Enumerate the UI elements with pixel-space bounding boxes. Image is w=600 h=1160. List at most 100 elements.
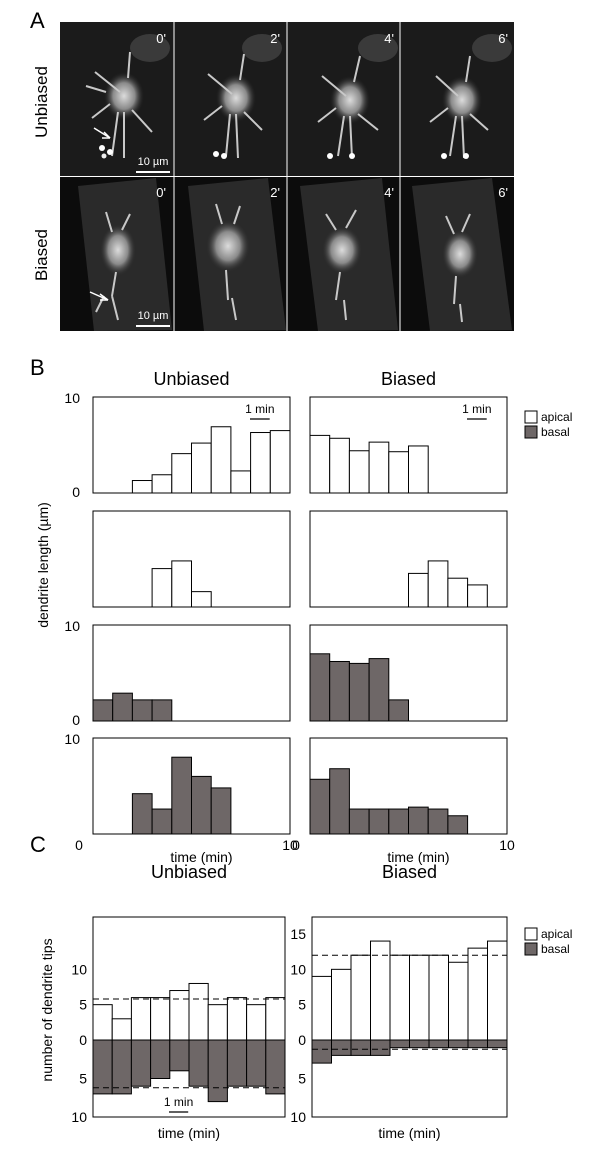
bar-basal bbox=[265, 1039, 286, 1095]
legend-swatch-basal bbox=[524, 425, 538, 439]
frame-biased-0: 0' 10 µm bbox=[89, 185, 170, 327]
bar-apical bbox=[408, 572, 429, 608]
legend-swatch-apical bbox=[524, 927, 538, 941]
bar-basal bbox=[428, 1039, 449, 1049]
bar-basal bbox=[171, 756, 193, 835]
frame-biased-2: 2' bbox=[206, 185, 280, 321]
frame-time-label: 0' bbox=[156, 31, 166, 46]
bar-basal bbox=[169, 1039, 190, 1072]
bar-apical bbox=[311, 975, 332, 1041]
bar-basal bbox=[348, 662, 370, 722]
y-tick-label: 10 bbox=[71, 961, 87, 977]
bar-apical bbox=[171, 453, 193, 494]
y-tick-label: 5 bbox=[79, 997, 87, 1013]
bar-basal bbox=[246, 1039, 267, 1087]
bar-basal bbox=[226, 1039, 248, 1087]
bar-basal bbox=[188, 1039, 209, 1087]
bar-basal bbox=[130, 1039, 152, 1087]
bar-basal bbox=[389, 1039, 410, 1049]
frame-time-label: 4' bbox=[384, 185, 394, 200]
column-title-biased: Biased bbox=[381, 369, 436, 389]
bar-basal bbox=[191, 775, 212, 835]
bar-basal bbox=[131, 793, 153, 835]
bar-basal bbox=[151, 808, 173, 835]
bar-basal bbox=[447, 815, 469, 835]
x-axis-label: time (min) bbox=[170, 849, 232, 865]
subplot-title: Biased bbox=[382, 862, 437, 882]
bar-apical bbox=[151, 474, 173, 494]
y-tick-label: 5 bbox=[79, 1071, 87, 1087]
bar-apical bbox=[389, 954, 410, 1041]
panel-label-c: C bbox=[30, 832, 46, 857]
frame-time-label: 4' bbox=[384, 31, 394, 46]
frame-time-label: 2' bbox=[270, 185, 280, 200]
bar-apical bbox=[150, 997, 171, 1041]
y-tick-label: 10 bbox=[71, 1109, 87, 1125]
bar-basal bbox=[92, 1039, 113, 1095]
bar-basal bbox=[309, 653, 331, 722]
scale-bar-label: 1 min bbox=[164, 1095, 193, 1109]
y-axis-label: dendrite length (µm) bbox=[35, 502, 51, 628]
y-tick-label: 0 bbox=[72, 484, 80, 500]
panel-label-a: A bbox=[30, 8, 45, 33]
frame-time-label: 6' bbox=[498, 31, 508, 46]
bar-basal bbox=[92, 699, 114, 722]
x-axis-label: time (min) bbox=[387, 849, 449, 865]
panel-label-b: B bbox=[30, 355, 45, 380]
bar-basal bbox=[131, 699, 153, 722]
bar-basal bbox=[331, 1039, 352, 1056]
bar-apical bbox=[265, 997, 286, 1041]
bar-apical bbox=[487, 940, 508, 1041]
bar-apical bbox=[331, 968, 352, 1041]
plot-frame bbox=[92, 624, 291, 722]
panel-a-micrographs: Unbiased Biased 0' 10 µm 2' bbox=[32, 22, 514, 331]
y-tick-label: 10 bbox=[64, 731, 80, 747]
x-axis-label: time (min) bbox=[158, 1125, 220, 1141]
x-tick-label: 0 bbox=[292, 837, 300, 853]
bar-apical bbox=[368, 441, 390, 494]
bar-apical bbox=[207, 1004, 228, 1041]
scale-bar-label: 10 µm bbox=[138, 156, 169, 168]
bar-apical bbox=[111, 1018, 132, 1041]
bar-basal bbox=[427, 808, 449, 835]
bar-basal bbox=[467, 1039, 488, 1049]
bar-apical bbox=[348, 450, 370, 494]
bar-basal bbox=[207, 1039, 228, 1103]
bar-apical bbox=[151, 568, 173, 608]
frame-time-label: 0' bbox=[156, 185, 166, 200]
frame-biased-4: 4' bbox=[322, 185, 394, 321]
y-tick-label: 10 bbox=[290, 1109, 306, 1125]
y-tick-label: 10 bbox=[64, 390, 80, 406]
bar-apical bbox=[191, 442, 212, 494]
bar-basal bbox=[408, 806, 429, 835]
micrograph-row-unbiased: 0' 10 µm 2' 4' bbox=[60, 22, 514, 176]
bar-apical bbox=[467, 584, 488, 608]
subplot-title: Unbiased bbox=[151, 862, 227, 882]
y-axis-label: number of dendrite tips bbox=[39, 938, 55, 1081]
bar-basal bbox=[487, 1039, 508, 1049]
bar-apical bbox=[309, 434, 331, 494]
legend-swatch-apical bbox=[524, 410, 538, 424]
y-tick-label: 5 bbox=[298, 997, 306, 1013]
frame-time-label: 2' bbox=[270, 31, 280, 46]
frame-unbiased-4: 4' bbox=[317, 31, 398, 159]
bar-basal bbox=[311, 1039, 332, 1064]
bar-basal bbox=[210, 787, 232, 835]
x-tick-label: 10 bbox=[499, 837, 515, 853]
legend-label-basal: basal bbox=[541, 425, 570, 439]
bar-apical bbox=[250, 432, 271, 494]
micrograph-row-biased: 0' 10 µm 2' 4' 6' bbox=[60, 177, 514, 331]
frame-unbiased-2: 2' bbox=[203, 31, 282, 159]
bar-basal bbox=[350, 1039, 371, 1056]
x-axis-label: time (min) bbox=[378, 1125, 440, 1141]
bar-basal bbox=[329, 660, 350, 722]
bar-apical bbox=[92, 1004, 113, 1041]
y-tick-label: 0 bbox=[72, 712, 80, 728]
bar-basal bbox=[150, 1039, 171, 1079]
scale-bar-label: 10 µm bbox=[138, 310, 169, 322]
bar-basal bbox=[409, 1039, 430, 1049]
bar-apical bbox=[269, 430, 291, 494]
bar-apical bbox=[370, 940, 391, 1041]
legend-label-apical: apical bbox=[541, 410, 572, 424]
